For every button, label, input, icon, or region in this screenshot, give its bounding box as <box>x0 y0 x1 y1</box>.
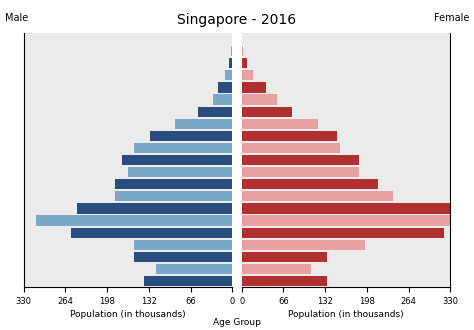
Bar <box>242 191 393 202</box>
Bar <box>242 94 276 105</box>
Bar <box>229 58 232 68</box>
Bar <box>71 227 232 238</box>
Bar <box>242 131 337 141</box>
Bar <box>242 179 378 189</box>
Bar <box>242 252 327 262</box>
Bar <box>225 70 232 81</box>
Bar <box>134 252 232 262</box>
Bar <box>144 276 232 286</box>
Bar <box>115 191 232 202</box>
Bar <box>213 94 232 105</box>
Bar <box>122 155 232 165</box>
X-axis label: Population (in thousands): Population (in thousands) <box>288 310 404 319</box>
X-axis label: Population (in thousands): Population (in thousands) <box>70 310 186 319</box>
Text: Female: Female <box>434 13 469 23</box>
Bar <box>115 179 232 189</box>
Bar <box>242 227 444 238</box>
Bar <box>134 240 232 250</box>
Bar <box>242 58 247 68</box>
Bar <box>198 107 232 117</box>
Text: Age Group: Age Group <box>213 318 261 327</box>
Bar <box>242 203 450 214</box>
Bar <box>242 46 243 56</box>
Bar <box>242 143 340 153</box>
Bar <box>36 215 232 226</box>
Bar <box>77 203 232 214</box>
Bar <box>231 46 232 56</box>
Bar <box>242 107 292 117</box>
Bar <box>242 70 253 81</box>
Bar <box>156 264 232 274</box>
Bar <box>175 118 232 129</box>
Bar <box>242 155 359 165</box>
Bar <box>242 118 318 129</box>
Bar <box>242 264 311 274</box>
Text: Male: Male <box>5 13 28 23</box>
Bar <box>242 276 327 286</box>
Bar <box>242 167 359 177</box>
Bar <box>150 131 232 141</box>
Bar <box>134 143 232 153</box>
Bar <box>242 82 266 93</box>
Text: Singapore - 2016: Singapore - 2016 <box>177 13 297 27</box>
Bar <box>219 82 232 93</box>
Bar <box>242 240 365 250</box>
Bar <box>128 167 232 177</box>
Bar <box>242 215 450 226</box>
